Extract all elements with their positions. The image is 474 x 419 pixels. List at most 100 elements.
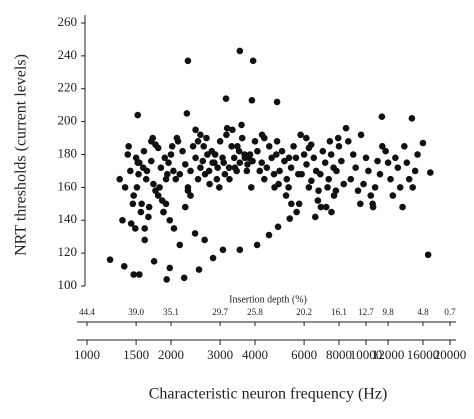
point bbox=[261, 134, 268, 142]
point bbox=[216, 184, 223, 191]
point bbox=[136, 159, 143, 167]
point bbox=[163, 170, 171, 178]
y-tick-label: 260 bbox=[58, 14, 78, 29]
point bbox=[157, 164, 165, 171]
point bbox=[176, 241, 184, 249]
x-tick-label: 20000 bbox=[434, 347, 467, 362]
point bbox=[143, 167, 151, 175]
point bbox=[223, 124, 231, 132]
point bbox=[427, 169, 434, 176]
point bbox=[362, 154, 370, 162]
point bbox=[127, 220, 135, 227]
point bbox=[325, 175, 333, 183]
point bbox=[271, 184, 278, 191]
point bbox=[273, 151, 280, 158]
point bbox=[211, 151, 219, 158]
point bbox=[357, 200, 364, 208]
x2-tick-label: 25.8 bbox=[247, 307, 263, 317]
x-tick-label: 1500 bbox=[123, 347, 149, 362]
point bbox=[286, 215, 294, 222]
point bbox=[285, 154, 293, 162]
point bbox=[261, 175, 268, 183]
point bbox=[238, 121, 245, 129]
point bbox=[333, 167, 340, 175]
x2-tick-label: 4.8 bbox=[417, 307, 429, 317]
point bbox=[203, 134, 210, 142]
point bbox=[378, 113, 386, 120]
point bbox=[173, 134, 181, 142]
point bbox=[192, 154, 199, 162]
point bbox=[156, 184, 163, 191]
point bbox=[194, 175, 202, 183]
y-tick-label: 120 bbox=[58, 244, 78, 259]
point bbox=[314, 197, 322, 204]
x-tick-label: 1000 bbox=[74, 347, 100, 362]
point bbox=[236, 246, 244, 254]
point bbox=[414, 151, 421, 158]
point bbox=[132, 225, 139, 232]
point bbox=[160, 208, 167, 216]
point bbox=[270, 170, 278, 178]
point bbox=[274, 223, 282, 231]
point bbox=[236, 159, 244, 167]
point bbox=[367, 192, 375, 199]
point bbox=[287, 164, 295, 171]
point bbox=[258, 159, 266, 167]
point bbox=[106, 256, 114, 264]
point bbox=[145, 213, 152, 221]
point bbox=[360, 180, 367, 188]
point bbox=[298, 170, 305, 178]
point bbox=[184, 187, 192, 194]
point bbox=[209, 254, 217, 262]
point bbox=[265, 231, 273, 239]
point bbox=[130, 271, 137, 278]
point bbox=[290, 142, 297, 150]
point bbox=[231, 164, 239, 171]
point bbox=[328, 208, 335, 216]
point bbox=[349, 151, 357, 158]
x-tick-label: 6000 bbox=[291, 347, 317, 362]
x2-tick-label: 39.0 bbox=[128, 307, 144, 317]
point bbox=[162, 175, 170, 183]
point bbox=[226, 175, 233, 183]
x-tick-label: 10000 bbox=[350, 347, 383, 362]
point bbox=[238, 134, 246, 142]
y-axis-title: NRT thresholds (current levels) bbox=[13, 54, 30, 256]
point bbox=[150, 180, 157, 188]
point bbox=[135, 170, 142, 178]
x2-tick-label: 20.2 bbox=[296, 307, 312, 317]
point bbox=[305, 184, 313, 191]
point bbox=[288, 200, 295, 208]
y-tick-label: 220 bbox=[58, 80, 78, 95]
point bbox=[248, 96, 256, 104]
point bbox=[154, 144, 162, 152]
point bbox=[181, 161, 189, 168]
point bbox=[220, 159, 228, 167]
point bbox=[389, 192, 397, 199]
point bbox=[170, 225, 178, 232]
point bbox=[371, 184, 379, 191]
x-axis-title: Characteristic neuron frequency (Hz) bbox=[149, 386, 388, 403]
point bbox=[140, 147, 148, 155]
point bbox=[121, 184, 129, 191]
point bbox=[326, 138, 334, 145]
point bbox=[176, 170, 184, 178]
x-tick-label: 8000 bbox=[326, 347, 352, 362]
point bbox=[249, 157, 256, 165]
point bbox=[116, 175, 124, 183]
point bbox=[223, 131, 230, 139]
point bbox=[243, 167, 251, 175]
x-tick-label: 16000 bbox=[407, 347, 440, 362]
point bbox=[197, 164, 204, 171]
point bbox=[138, 200, 145, 208]
point bbox=[166, 216, 174, 224]
point bbox=[357, 131, 365, 139]
point bbox=[394, 164, 402, 171]
point bbox=[322, 203, 330, 211]
point bbox=[201, 236, 208, 244]
point bbox=[221, 170, 229, 178]
point bbox=[163, 276, 170, 283]
point bbox=[411, 167, 419, 175]
y-tick-label: 100 bbox=[58, 277, 78, 292]
point bbox=[281, 157, 288, 165]
